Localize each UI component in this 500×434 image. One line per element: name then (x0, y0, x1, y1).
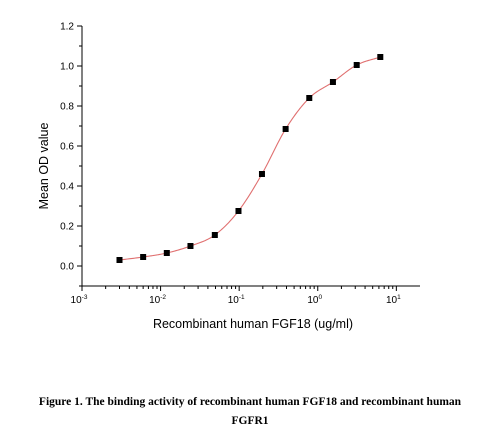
x-axis-ticks: 10-3 10-2 10-1 100 101 (71, 286, 401, 306)
caption-line-2: FGFR1 (231, 415, 269, 427)
data-point (187, 243, 194, 249)
data-point (329, 79, 336, 85)
data-point (140, 254, 147, 260)
data-point (211, 232, 218, 238)
data-point (163, 250, 170, 256)
y-axis-title: Mean OD value (37, 123, 51, 210)
data-point (306, 95, 313, 101)
figure-caption: Figure 1. The binding activity of recomb… (0, 393, 500, 431)
x-tick-label: 101 (386, 294, 401, 306)
y-tick-label: 0.8 (60, 102, 74, 113)
y-axis-ticks: 0.0 0.2 0.4 0.6 0.8 1.0 1.2 (60, 22, 82, 287)
axes (81, 26, 420, 287)
data-point (282, 126, 289, 132)
data-point (353, 62, 360, 68)
y-tick-label: 0.0 (60, 262, 74, 273)
binding-activity-chart: 0.0 0.2 0.4 0.6 0.8 1.0 1.2 10-3 10-2 10-1 100 101… (37, 22, 420, 331)
caption-line-1: Figure 1. The binding activity of recomb… (38, 396, 462, 408)
y-tick-label: 1.2 (60, 22, 74, 33)
x-tick-label: 10-2 (149, 294, 166, 306)
data-point (235, 208, 242, 214)
x-axis-title: Recombinant human FGF18 (ug/ml) (153, 317, 353, 331)
data-point (116, 257, 123, 263)
y-tick-label: 0.4 (60, 182, 74, 193)
x-tick-label: 10-3 (71, 294, 88, 306)
data-point (258, 171, 265, 177)
x-tick-label: 100 (307, 294, 322, 306)
y-tick-label: 1.0 (60, 62, 74, 73)
data-points (116, 54, 384, 263)
fit-curve (119, 56, 381, 261)
x-tick-label: 10-1 (228, 294, 245, 306)
data-point (377, 54, 384, 60)
y-tick-label: 0.2 (60, 222, 74, 233)
y-tick-label: 0.6 (60, 142, 74, 153)
